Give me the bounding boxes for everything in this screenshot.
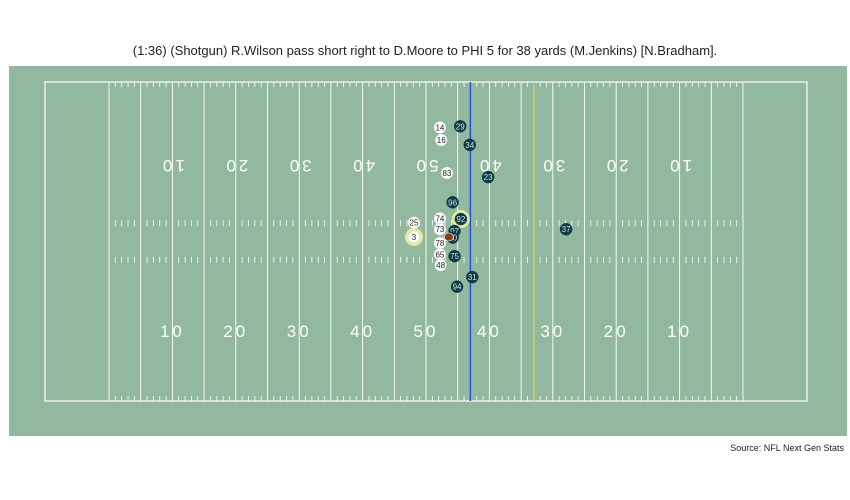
jersey-number: 65 (435, 250, 444, 259)
field-turf (9, 66, 847, 436)
jersey-number: 94 (453, 283, 462, 292)
defense-player-65: 65 (433, 248, 447, 261)
jersey-number: 37 (562, 225, 571, 234)
yard-number-bottom: 30 (540, 322, 565, 341)
yard-number-top: 10 (667, 156, 692, 175)
jersey-number: 14 (435, 123, 444, 132)
yard-number-top: 20 (223, 156, 248, 175)
jersey-number: 48 (436, 261, 445, 270)
player-marker (448, 249, 461, 263)
yard-number-top: 30 (540, 156, 565, 175)
yard-number-bottom: 10 (160, 322, 185, 341)
offense-player-75: 75 (448, 249, 461, 263)
player-marker (434, 258, 447, 272)
jersey-number: 92 (456, 215, 465, 224)
defense-player-25: 25 (407, 216, 421, 229)
football (444, 232, 454, 242)
defense-player-3: 3 (404, 228, 423, 247)
players: 14 16 83 74 25 73 3 78 65 48 29 34 23 96 92 97 50 37 75 31 9… (404, 120, 573, 293)
yard-number-top: 20 (604, 156, 629, 175)
player-marker (463, 138, 476, 152)
defense-player-74: 74 (433, 212, 447, 225)
offense-player-96: 96 (446, 196, 459, 209)
yard-number-bottom: 50 (414, 322, 439, 341)
defense-player-73: 73 (433, 222, 447, 236)
jersey-number: 97 (450, 227, 459, 236)
offense-player-37: 37 (559, 222, 573, 236)
player-marker (466, 270, 479, 284)
offense-player-34: 34 (463, 138, 476, 152)
player-marker (433, 222, 447, 236)
jersey-number: 16 (437, 136, 446, 145)
offense-player-92: 92 (451, 210, 470, 229)
player-marker (407, 230, 421, 244)
jersey-number: 25 (410, 219, 419, 228)
defense-player-48: 48 (434, 258, 447, 272)
player-marker (481, 170, 495, 184)
player-marker (440, 166, 454, 180)
jersey-number: 23 (484, 173, 493, 182)
yard-number-bottom: 20 (223, 322, 248, 341)
player-marker (559, 222, 573, 236)
player-marker (453, 120, 467, 133)
offense-player-23: 23 (481, 170, 495, 184)
yard-number-bottom: 40 (350, 322, 375, 341)
play-description-title: (1:36) (Shotgun) R.Wilson pass short rig… (132, 43, 718, 58)
jersey-number: 74 (435, 214, 444, 223)
player-marker (450, 280, 464, 293)
defense-player-78: 78 (433, 236, 447, 250)
player-marker (433, 121, 447, 134)
markers (469, 82, 535, 401)
jersey-number: 31 (468, 273, 477, 282)
offense-player-29: 29 (453, 120, 467, 133)
jersey-number: 29 (456, 122, 465, 131)
source-caption: Source: NFL Next Gen Stats (730, 443, 844, 453)
defense-player-16: 16 (434, 133, 448, 147)
jersey-number: 96 (448, 198, 457, 207)
yard-numbers: 10 10 20 20 30 30 40 40 50 50 40 40 30 30 20 20 10 10 (160, 156, 692, 341)
offense-player-94: 94 (450, 280, 464, 293)
jersey-number: 3 (412, 233, 417, 242)
yard-number-top: 40 (350, 156, 375, 175)
offense-player-31: 31 (466, 270, 479, 284)
yard-number-top: 30 (287, 156, 312, 175)
yard-number-bottom: 40 (477, 322, 502, 341)
player-marker (446, 196, 459, 209)
yard-number-bottom: 20 (604, 322, 629, 341)
defense-player-14: 14 (433, 121, 447, 134)
yard-number-top: 50 (414, 156, 439, 175)
jersey-number: 34 (465, 141, 474, 150)
defense-player-83: 83 (440, 166, 454, 180)
yard-number-bottom: 10 (667, 322, 692, 341)
jersey-number: 83 (442, 169, 451, 178)
player-marker (434, 133, 448, 147)
field-lines (44, 81, 808, 402)
yard-number-top: 40 (477, 156, 502, 175)
player-marker (454, 212, 468, 226)
jersey-number: 78 (435, 239, 444, 248)
jersey-number: 73 (435, 225, 444, 234)
yard-number-bottom: 30 (287, 322, 312, 341)
jersey-number: 75 (450, 252, 459, 261)
yard-number-top: 10 (160, 156, 185, 175)
